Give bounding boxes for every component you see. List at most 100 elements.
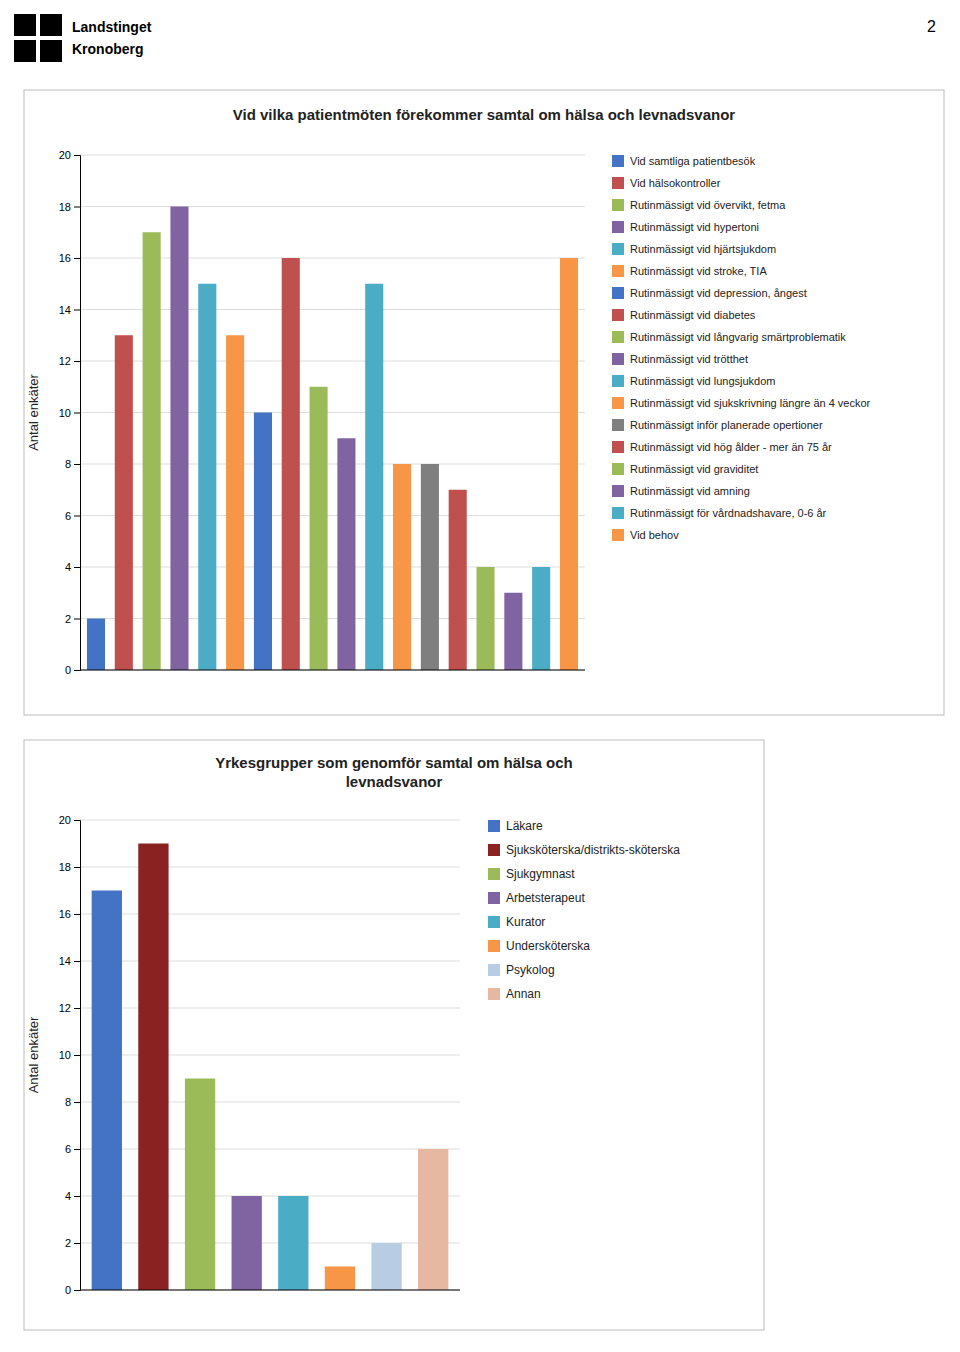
logo-square bbox=[40, 40, 62, 62]
chart-box bbox=[24, 740, 764, 1330]
legend-label: Rutinmässigt vid stroke, TIA bbox=[630, 265, 767, 277]
tick-label: 20 bbox=[59, 149, 71, 161]
tick-mark bbox=[74, 961, 80, 962]
legend-item: Rutinmässigt vid lungsjukdom bbox=[612, 375, 776, 387]
legend-item: Rutinmässigt vid graviditet bbox=[612, 463, 758, 475]
tick: 2 bbox=[65, 1237, 80, 1249]
tick-label: 8 bbox=[65, 458, 71, 470]
y-axis-title: Antal enkäter bbox=[26, 374, 41, 451]
tick-mark bbox=[74, 1243, 80, 1244]
y-axis: 02468101214161820 bbox=[59, 149, 81, 676]
legend: LäkareSjuksköterska/distrikts-sköterskaS… bbox=[488, 819, 680, 1001]
tick: 14 bbox=[59, 955, 80, 967]
legend-label: Rutinmässigt för vårdnadshavare, 0-6 år bbox=[630, 507, 827, 519]
bar bbox=[185, 1079, 215, 1291]
bar bbox=[449, 490, 467, 670]
bar bbox=[198, 284, 216, 670]
tick-label: 16 bbox=[59, 252, 71, 264]
legend-item: Undersköterska bbox=[488, 939, 590, 953]
legend-label: Annan bbox=[506, 987, 541, 1001]
tick: 6 bbox=[65, 1143, 80, 1155]
legend-swatch bbox=[612, 177, 624, 189]
legend-label: Rutinmässigt vid hjärtsjukdom bbox=[630, 243, 776, 255]
legend-swatch bbox=[612, 221, 624, 233]
legend-item: Rutinmässigt vid depression, ångest bbox=[612, 287, 807, 299]
tick: 12 bbox=[59, 1002, 80, 1014]
logo: Landstinget Kronoberg bbox=[14, 14, 152, 62]
bar bbox=[365, 284, 383, 670]
logo-text: Landstinget bbox=[72, 19, 152, 35]
tick-label: 12 bbox=[59, 355, 71, 367]
legend-label: Vid hälsokontroller bbox=[630, 177, 721, 189]
tick-mark bbox=[74, 567, 80, 568]
bar bbox=[87, 619, 105, 671]
legend-item: Rutinmässigt vid trötthet bbox=[612, 353, 748, 365]
tick-mark bbox=[74, 1055, 80, 1056]
legend-label: Rutinmässigt vid trötthet bbox=[630, 353, 748, 365]
grid-line bbox=[80, 1196, 460, 1197]
tick: 0 bbox=[65, 664, 80, 676]
tick-mark bbox=[74, 1102, 80, 1103]
legend-item: Rutinmässigt vid diabetes bbox=[612, 309, 756, 321]
chart: Yrkesgrupper som genomför samtal om häls… bbox=[24, 740, 764, 1330]
legend-swatch bbox=[612, 419, 624, 431]
legend-swatch bbox=[612, 243, 624, 255]
bar bbox=[393, 464, 411, 670]
legend-item: Rutinmässigt vid långvarig smärtproblema… bbox=[612, 331, 846, 343]
legend-swatch bbox=[612, 375, 624, 387]
tick-label: 6 bbox=[65, 510, 71, 522]
legend-label: Sjuksköterska/distrikts-sköterska bbox=[506, 843, 680, 857]
tick-label: 2 bbox=[65, 1237, 71, 1249]
tick-mark bbox=[74, 1149, 80, 1150]
tick: 10 bbox=[59, 407, 80, 419]
bar bbox=[138, 844, 168, 1291]
legend-item: Rutinmässigt vid hypertoni bbox=[612, 221, 759, 233]
tick-label: 18 bbox=[59, 201, 71, 213]
legend-swatch bbox=[488, 988, 500, 1000]
legend-label: Rutinmässigt vid graviditet bbox=[630, 463, 758, 475]
logo-text: Kronoberg bbox=[72, 41, 144, 57]
y-axis: 02468101214161820 bbox=[59, 814, 81, 1296]
legend-label: Rutinmässigt vid amning bbox=[630, 485, 750, 497]
legend-swatch bbox=[488, 964, 500, 976]
tick-label: 20 bbox=[59, 814, 71, 826]
tick-label: 12 bbox=[59, 1002, 71, 1014]
legend-item: Vid samtliga patientbesök bbox=[612, 155, 756, 167]
axis-line bbox=[74, 821, 81, 1291]
legend-item: Psykolog bbox=[488, 963, 555, 977]
legend-item: Rutinmässigt inför planerade opertioner bbox=[612, 419, 823, 431]
y-axis-title: Antal enkäter bbox=[26, 1016, 41, 1093]
legend-label: Sjukgymnast bbox=[506, 867, 575, 881]
tick: 10 bbox=[59, 1049, 80, 1061]
tick-mark bbox=[74, 820, 80, 821]
legend-item: Rutinmässigt vid övervikt, fetma bbox=[612, 199, 786, 211]
chart-box bbox=[24, 90, 944, 715]
bar bbox=[226, 335, 244, 670]
tick-label: 16 bbox=[59, 908, 71, 920]
tick-label: 8 bbox=[65, 1096, 71, 1108]
legend-swatch bbox=[612, 265, 624, 277]
legend-item: Rutinmässigt för vårdnadshavare, 0-6 år bbox=[612, 507, 827, 519]
legend-swatch bbox=[488, 940, 500, 952]
legend-swatch bbox=[612, 331, 624, 343]
bar bbox=[115, 335, 133, 670]
grid-line bbox=[80, 1055, 460, 1056]
legend-swatch bbox=[612, 199, 624, 211]
tick-label: 4 bbox=[65, 1190, 71, 1202]
legend-label: Vid samtliga patientbesök bbox=[630, 155, 756, 167]
legend-item: Rutinmässigt vid sjukskrivning längre än… bbox=[612, 397, 871, 409]
grid-line bbox=[80, 1102, 460, 1103]
tick-label: 14 bbox=[59, 955, 71, 967]
legend-label: Rutinmässigt vid sjukskrivning längre än… bbox=[630, 397, 871, 409]
legend-label: Psykolog bbox=[506, 963, 555, 977]
tick: 6 bbox=[65, 510, 80, 522]
bar bbox=[337, 438, 355, 670]
bars bbox=[92, 844, 449, 1291]
legend-swatch bbox=[612, 463, 624, 475]
legend-swatch bbox=[612, 397, 624, 409]
tick-mark bbox=[74, 670, 80, 671]
tick-mark bbox=[74, 207, 80, 208]
grid-line bbox=[80, 1008, 460, 1009]
legend-label: Rutinmässigt vid depression, ångest bbox=[630, 287, 807, 299]
tick-label: 2 bbox=[65, 613, 71, 625]
